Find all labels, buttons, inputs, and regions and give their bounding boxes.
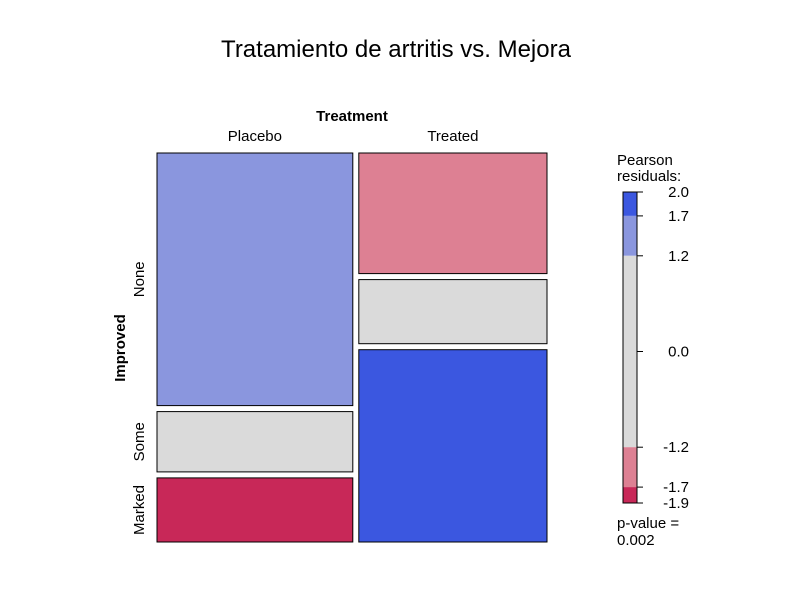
pvalue-line2: 0.002 <box>617 532 655 549</box>
legend-band <box>623 447 637 488</box>
legend-tick-label: -1.7 <box>663 479 689 496</box>
legend-color-bar <box>622 191 638 504</box>
row-category-labels: None Some Marked <box>131 261 148 535</box>
mosaic-cells <box>156 152 548 543</box>
legend-title-line2: residuals: <box>617 168 681 185</box>
legend-tick-label: -1.9 <box>663 495 689 512</box>
legend-tick-label: 0.0 <box>668 344 689 361</box>
column-variable-label: Treatment <box>316 108 388 125</box>
legend-band <box>623 487 637 503</box>
legend-band <box>623 255 637 448</box>
legend-tick-label: 1.7 <box>668 208 689 225</box>
row-variable-label: Improved <box>112 314 129 382</box>
chart-title: Tratamiento de artritis vs. Mejora <box>221 36 572 63</box>
row-label-none: None <box>131 261 148 297</box>
cell-treated-none <box>358 152 548 275</box>
column-category-labels: Placebo Treated <box>228 128 479 145</box>
cell-treated-marked <box>358 349 548 543</box>
column-label-placebo: Placebo <box>228 128 282 145</box>
column-label-treated: Treated <box>427 128 478 145</box>
legend-bar-outline <box>622 191 638 504</box>
legend-ticks: 2.0 1.7 1.2 0.0 -1.2 -1.7-1.9 <box>637 184 689 512</box>
legend-band <box>623 192 637 216</box>
cell-treated-some <box>358 279 548 345</box>
row-label-some: Some <box>131 422 148 461</box>
row-label-marked: Marked <box>131 485 148 535</box>
cell-placebo-some <box>156 411 354 473</box>
legend-tick-label: 1.2 <box>668 248 689 265</box>
cell-placebo-none <box>156 152 354 407</box>
pvalue-line1: p-value = <box>617 515 679 532</box>
cell-placebo-marked <box>156 477 354 543</box>
residuals-legend: Pearson residuals: 2.0 1.7 1.2 0.0 -1.2 -1.7-… <box>617 152 689 549</box>
legend-band <box>623 215 637 256</box>
legend-title-line1: Pearson <box>617 152 673 169</box>
legend-tick-label: -1.2 <box>663 439 689 456</box>
legend-tick-label: 2.0 <box>668 184 689 201</box>
